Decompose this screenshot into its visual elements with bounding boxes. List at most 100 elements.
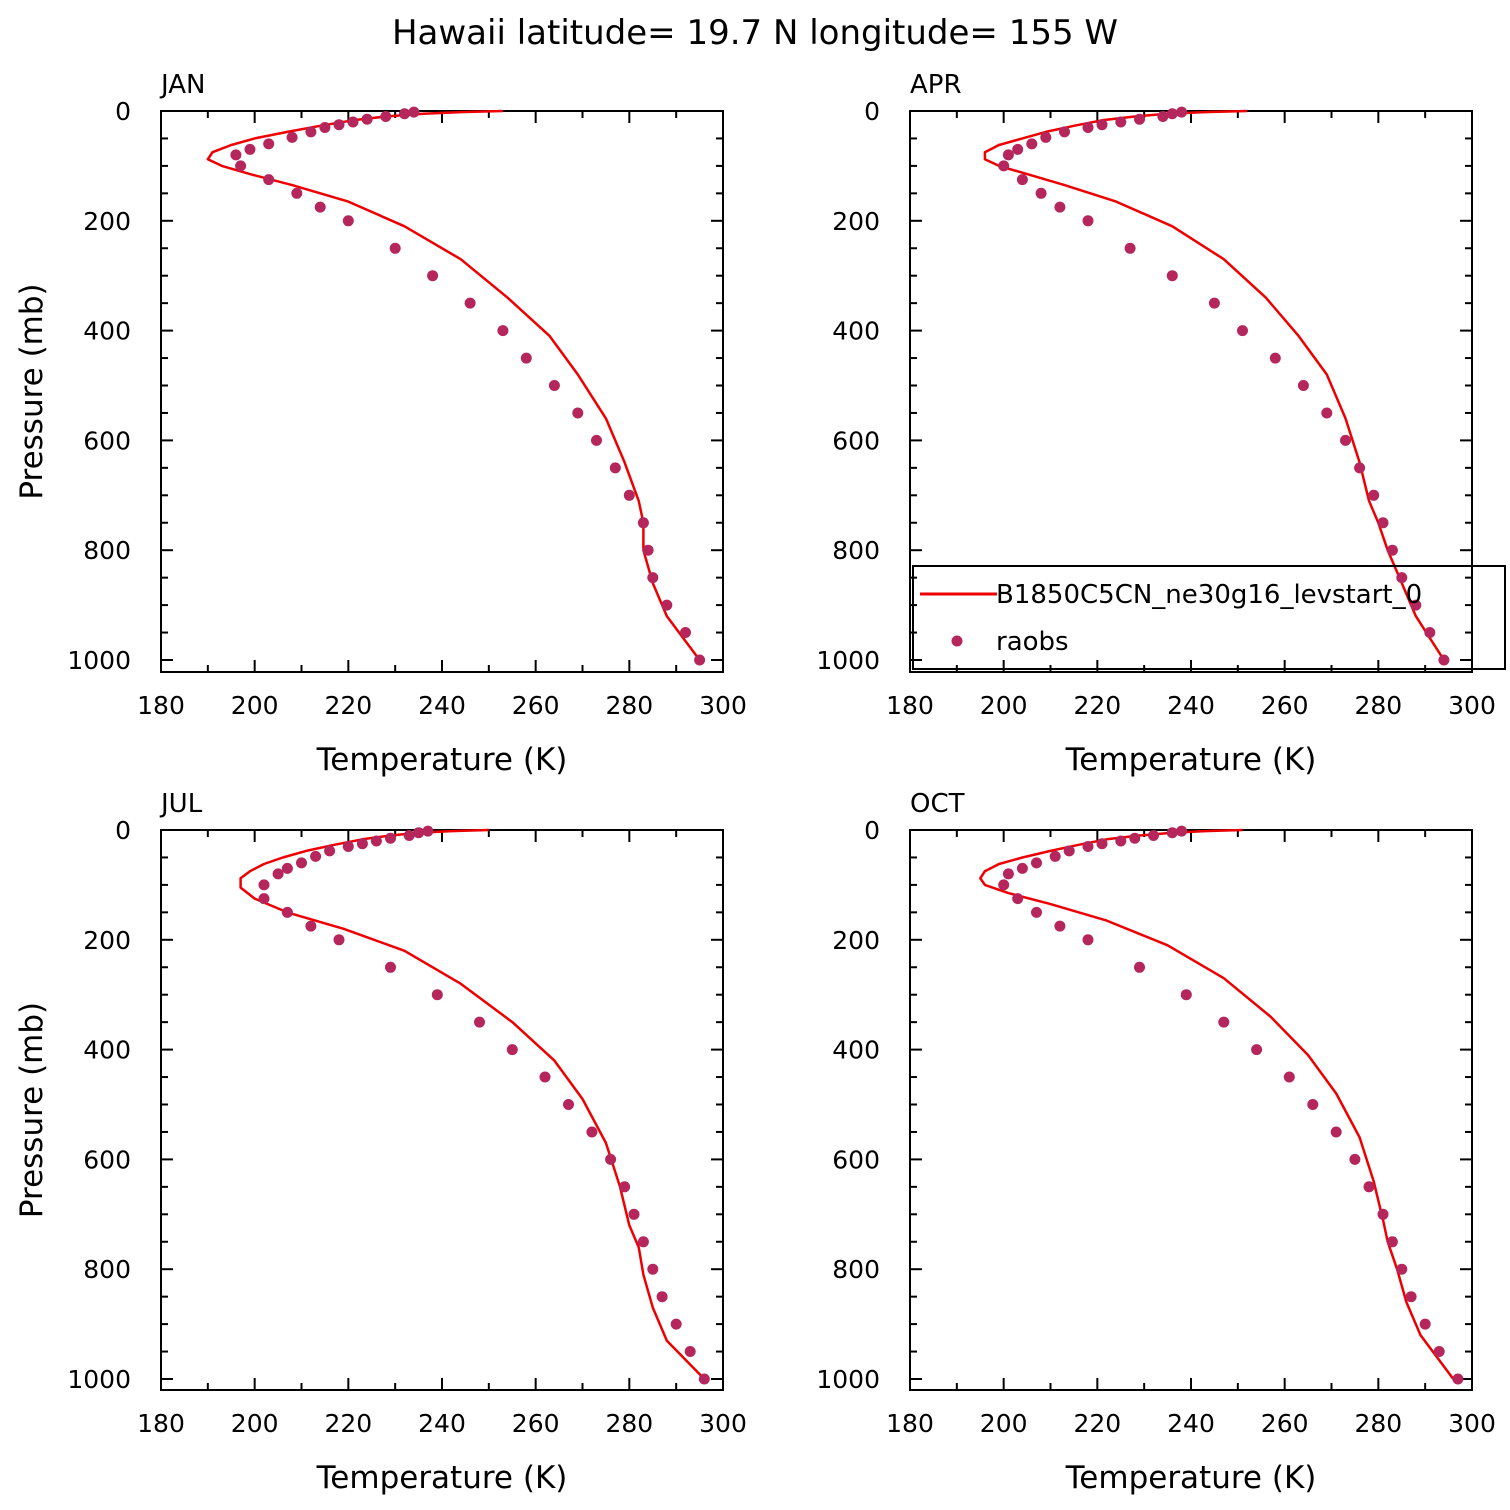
obs-point (263, 138, 275, 150)
obs-point (1218, 1016, 1230, 1028)
obs-point (1049, 850, 1061, 862)
obs-point (1026, 138, 1038, 150)
y-tick-label: 1000 (67, 1365, 131, 1394)
obs-point (497, 325, 509, 337)
obs-point (1377, 517, 1389, 529)
x-tick-label: 220 (1073, 1409, 1121, 1438)
obs-point (361, 113, 373, 125)
obs-point (637, 517, 649, 529)
obs-point (1054, 201, 1066, 213)
x-tick-label: 180 (137, 691, 185, 720)
obs-point (1340, 434, 1351, 446)
plot-frame (160, 110, 724, 673)
obs-point (1031, 906, 1042, 918)
panel-oct: OCT 180 200 220 240 260 280 300 0 200 400 600 800 100… (816, 789, 1495, 1496)
x-tick-label: 280 (605, 691, 653, 720)
plot-frame (160, 829, 724, 1391)
obs-point (324, 845, 336, 857)
obs-point (661, 599, 673, 611)
obs-point (1115, 835, 1127, 847)
obs-point (1368, 489, 1380, 501)
obs-point (1438, 654, 1450, 666)
y-tick-label: 200 (832, 926, 880, 955)
y-tick-label: 200 (83, 207, 131, 236)
x-tick-label: 200 (231, 1409, 279, 1438)
x-tick-label: 180 (886, 1409, 934, 1438)
y-tick-label: 600 (832, 426, 880, 455)
plot-frame (909, 829, 1473, 1391)
legend-model-label: B1850C5CN_ne30g16_levstart_0 (996, 580, 1422, 610)
obs-point (1096, 119, 1108, 131)
x-axis-title: Temperature (K) (316, 1460, 568, 1496)
obs-point (296, 857, 307, 869)
y-tick-label: 800 (83, 536, 131, 565)
obs-point (258, 879, 270, 891)
obs-point (1035, 187, 1047, 199)
y-tick-label: 600 (83, 426, 131, 455)
obs-point (1424, 627, 1436, 638)
obs-point (1176, 106, 1188, 118)
obs-point (1269, 352, 1281, 364)
x-tick-label: 300 (1448, 1409, 1496, 1438)
y-tick-label: 400 (832, 1036, 880, 1065)
x-tick-label: 200 (231, 691, 279, 720)
obs-point (684, 1346, 696, 1357)
obs-point (539, 1071, 551, 1083)
obs-point (422, 825, 434, 837)
x-tick-label: 300 (1448, 691, 1496, 720)
obs-point (1063, 845, 1075, 857)
x-tick-label: 220 (1073, 691, 1121, 720)
obs-point (1354, 462, 1366, 474)
obs-point (1157, 111, 1169, 122)
obs-point (1283, 1071, 1295, 1083)
obs-point (342, 841, 354, 852)
obs-point (1396, 572, 1408, 584)
x-tick-label: 280 (1354, 1409, 1402, 1438)
obs-point (281, 862, 293, 874)
obs-point (1002, 868, 1014, 880)
obs-point (1115, 116, 1127, 128)
obs-point (1054, 920, 1066, 932)
obs-point (272, 868, 284, 880)
obs-point (1096, 838, 1108, 850)
obs-point (1040, 131, 1052, 143)
x-tick-label: 220 (324, 691, 372, 720)
y-tick-label: 200 (832, 207, 880, 236)
y-tick-label: 800 (832, 536, 880, 565)
obs-point (1297, 380, 1309, 391)
panel-jul: JUL 180 200 220 240 260 280 300 0 200 400 600 800 100… (14, 789, 747, 1496)
obs-point (408, 106, 420, 118)
obs-point (1180, 989, 1192, 1001)
x-tick-label: 280 (1354, 691, 1402, 720)
obs-point (1082, 934, 1094, 946)
y-tick-label: 0 (864, 816, 880, 845)
obs-point (680, 627, 691, 638)
y-tick-label: 0 (115, 97, 131, 126)
x-axis-title: Temperature (K) (1065, 1460, 1317, 1496)
x-tick-label: 240 (1167, 1409, 1215, 1438)
obs-point (1012, 893, 1024, 905)
obs-point (380, 111, 392, 122)
obs-point (1134, 961, 1145, 973)
y-tick-label: 800 (83, 1255, 131, 1284)
y-tick-label: 1000 (816, 1365, 880, 1394)
obs-point (609, 462, 621, 474)
x-tick-label: 240 (418, 1409, 466, 1438)
y-tick-label: 1000 (67, 646, 131, 675)
obs-point (1386, 1236, 1398, 1248)
y-tick-label: 400 (83, 1036, 131, 1065)
obs-point (1059, 126, 1070, 138)
y-tick-label: 800 (832, 1255, 880, 1284)
obs-point (1452, 1373, 1464, 1385)
obs-point (694, 654, 706, 666)
x-tick-label: 200 (980, 1409, 1028, 1438)
obs-point (1002, 149, 1014, 161)
obs-point (1208, 297, 1220, 309)
obs-point (342, 215, 354, 227)
legend-obs-marker (951, 635, 963, 647)
obs-point (310, 850, 322, 862)
y-tick-label: 600 (832, 1145, 880, 1174)
obs-point (427, 270, 439, 282)
obs-point (263, 174, 275, 186)
